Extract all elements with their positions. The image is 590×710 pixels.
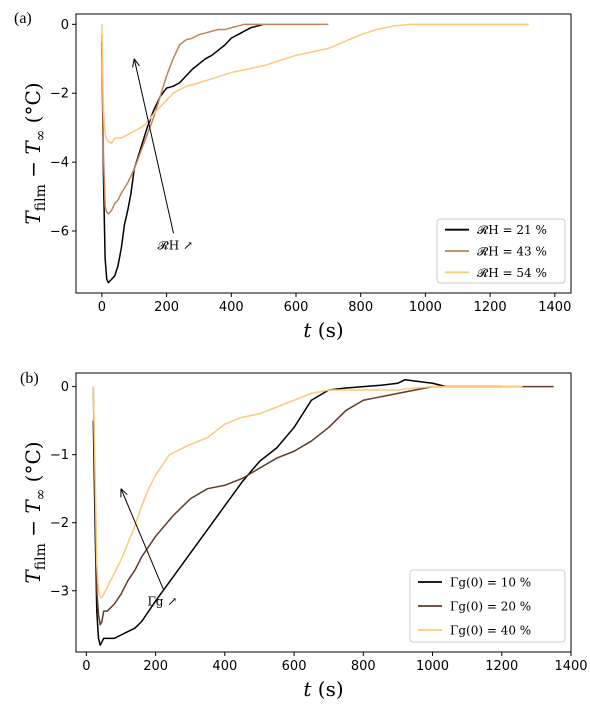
x-tick-label: 1000 bbox=[409, 300, 442, 315]
x-tick-label: 800 bbox=[348, 300, 373, 315]
y-axis-label: Tfilm − T∞ (°C) bbox=[21, 441, 49, 583]
legend-entry-1: Γg(0) = 10 % bbox=[450, 576, 531, 590]
y-tick-label: −2 bbox=[50, 87, 69, 102]
legend: Γg(0) = 10 % Γg(0) = 20 % Γg(0) = 40 % bbox=[409, 569, 566, 643]
x-axis-label: t (s) bbox=[303, 318, 343, 342]
plot-area bbox=[101, 23, 529, 284]
legend-entry-3: Γg(0) = 40 % bbox=[450, 624, 531, 638]
series-line-3 bbox=[92, 385, 523, 599]
x-tick-label: 1200 bbox=[474, 300, 507, 315]
x-tick-label: 1400 bbox=[538, 300, 571, 315]
x-tick-label: 600 bbox=[282, 659, 307, 674]
x-tick-label: 800 bbox=[351, 659, 376, 674]
y-tick-label: −3 bbox=[50, 584, 69, 599]
legend-entry-2: 𝓡H = 43 % bbox=[477, 245, 547, 259]
y-axis-label: Tfilm − T∞ (°C) bbox=[21, 82, 49, 224]
y-tick-label: −4 bbox=[50, 156, 69, 171]
y-tick-label: 0 bbox=[61, 18, 69, 33]
legend-entry-3: 𝓡H = 54 % bbox=[477, 266, 547, 280]
y-tick-label: −1 bbox=[50, 448, 69, 463]
annotation-arrowhead bbox=[120, 488, 128, 498]
series-line-2 bbox=[101, 23, 329, 215]
x-tick-label: 200 bbox=[143, 659, 168, 674]
axes-frame bbox=[75, 13, 572, 294]
panel-label: (b) bbox=[20, 370, 39, 387]
series-line-2 bbox=[92, 385, 554, 626]
x-tick-label: 400 bbox=[212, 659, 237, 674]
annotation-arrow bbox=[120, 488, 164, 590]
series-line-1 bbox=[92, 379, 502, 646]
panel-b: 0 200 400 600 800 1000 1200 1400 0 −1 −2 −3 t (s) Tfi… bbox=[20, 370, 588, 701]
legend-entry-2: Γg(0) = 20 % bbox=[450, 600, 531, 614]
annotation-arrowhead bbox=[132, 58, 140, 68]
x-tick-label: 1400 bbox=[554, 659, 587, 674]
x-axis-label: t (s) bbox=[303, 677, 343, 701]
axes-frame bbox=[75, 372, 572, 653]
legend-box bbox=[436, 218, 566, 284]
y-tick-label: −2 bbox=[50, 516, 69, 531]
panel-a: 0 200 400 600 800 1000 1200 1400 0 −2 −4 −6 t (s) Tfi… bbox=[14, 10, 572, 342]
y-tick-label: 0 bbox=[61, 380, 69, 395]
legend-box bbox=[409, 569, 566, 643]
x-tick-label: 400 bbox=[219, 300, 244, 315]
annotation-label: 𝓡H ↗ bbox=[158, 238, 194, 252]
y-tick-label: −6 bbox=[50, 225, 69, 240]
x-tick-label: 1200 bbox=[485, 659, 518, 674]
x-tick-label: 0 bbox=[82, 659, 90, 674]
legend: 𝓡H = 21 % 𝓡H = 43 % 𝓡H = 54 % bbox=[436, 218, 566, 284]
x-tick-label: 600 bbox=[284, 300, 309, 315]
legend-entry-1: 𝓡H = 21 % bbox=[477, 223, 547, 237]
x-tick-label: 200 bbox=[154, 300, 179, 315]
x-tick-label: 1000 bbox=[416, 659, 449, 674]
series-line-3 bbox=[101, 23, 529, 144]
panel-label: (a) bbox=[14, 10, 32, 27]
x-tick-label: 0 bbox=[98, 300, 106, 315]
annotation-label: Γg ↗ bbox=[147, 595, 177, 609]
annotation-arrow bbox=[133, 58, 175, 234]
plot-area bbox=[92, 379, 554, 646]
